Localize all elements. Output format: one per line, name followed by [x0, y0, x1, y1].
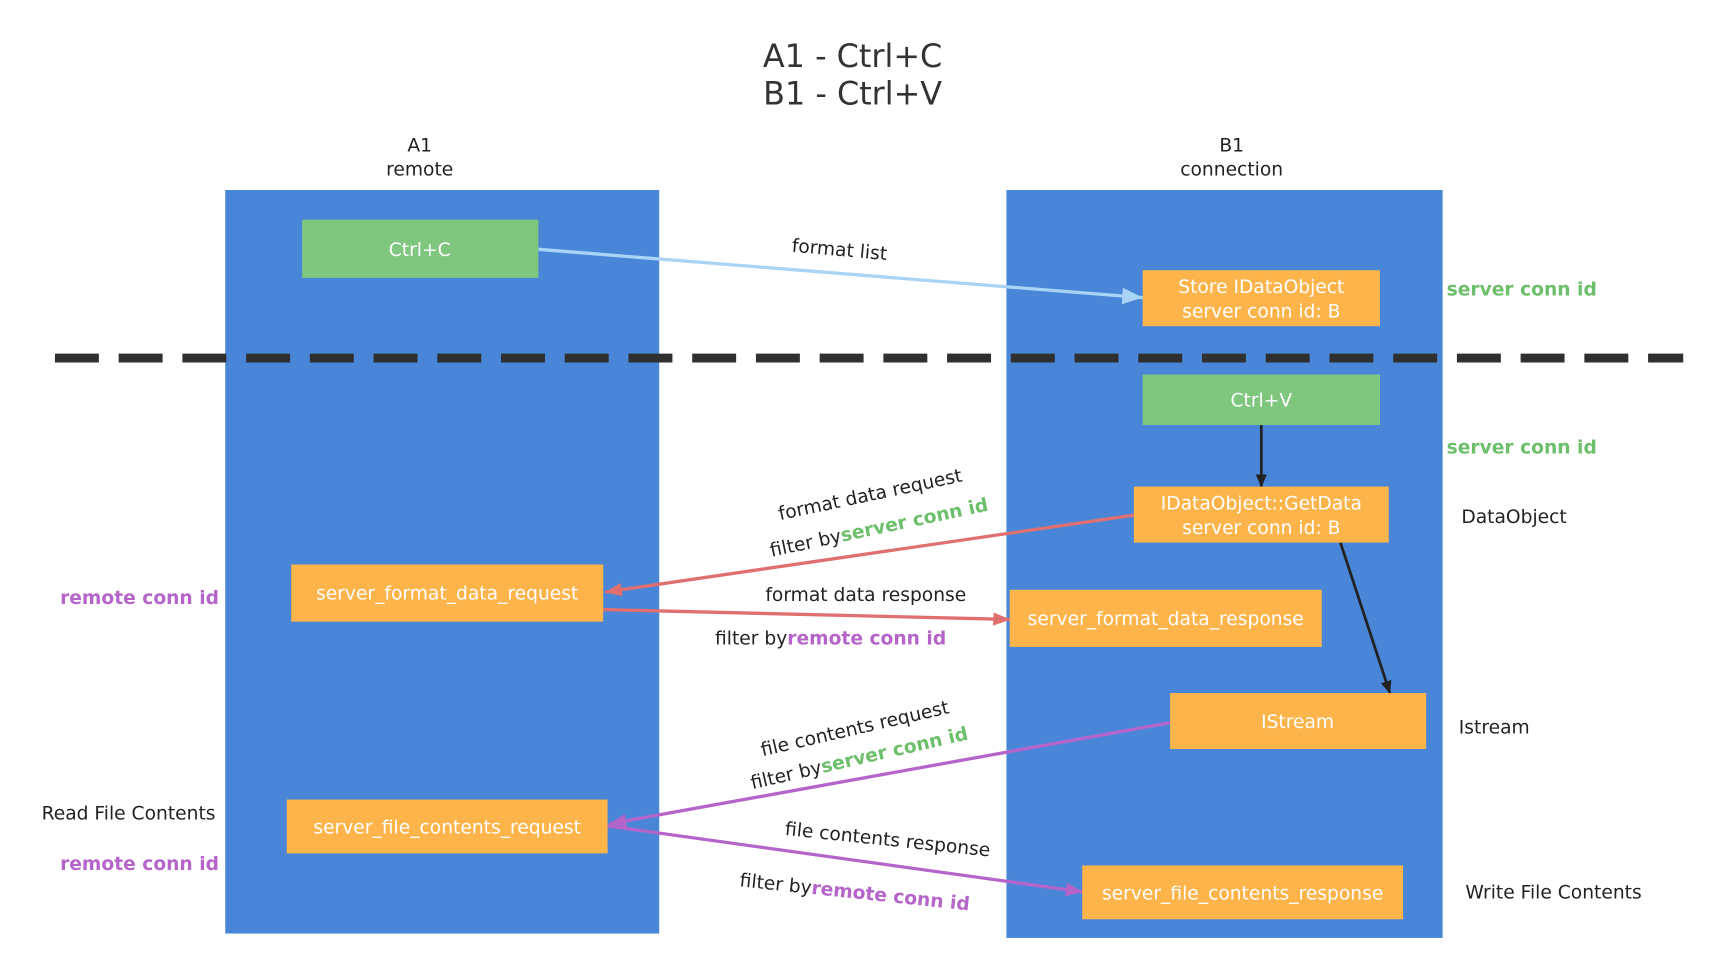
label-format-data-response: format data response	[765, 585, 966, 606]
box-getdata: IDataObject::GetData server conn id: B	[1133, 486, 1389, 543]
lane-b1-name: B1	[1219, 136, 1244, 157]
side-read-file-contents: Read File Contents	[42, 803, 216, 824]
box-format-req-label: server_format_data_request	[316, 584, 578, 605]
box-istream-label: IStream	[1261, 712, 1334, 733]
box-file-resp-label: server_file_contents_response	[1102, 884, 1383, 905]
lane-a1-role: remote	[386, 160, 453, 181]
label-filter-remote-1: filter byremote conn id	[715, 629, 946, 650]
box-getdata-line2: server conn id: B	[1182, 518, 1340, 539]
arrow-file-contents-request	[608, 721, 1171, 828]
side-server-conn-id-2: server conn id	[1447, 438, 1597, 459]
box-format-resp-label: server_format_data_response	[1028, 609, 1304, 630]
lane-b1-role: connection	[1180, 160, 1283, 181]
box-ctrl-v: Ctrl+V	[1142, 374, 1380, 426]
side-write-file-contents: Write File Contents	[1465, 882, 1641, 903]
box-file-contents-request: server_file_contents_request	[286, 799, 608, 854]
arrow-getdata-istream	[1339, 542, 1392, 695]
box-getdata-line1: IDataObject::GetData	[1161, 494, 1362, 515]
side-remote-conn-id-2: remote conn id	[60, 854, 219, 875]
box-file-req-label: server_file_contents_request	[313, 818, 581, 839]
box-ctrl-v-label: Ctrl+V	[1231, 390, 1293, 411]
arrow-format-data-response	[603, 607, 1011, 626]
side-dataobject: DataObject	[1461, 507, 1566, 528]
box-format-data-response: server_format_data_response	[1009, 589, 1322, 647]
side-remote-conn-id-1: remote conn id	[60, 588, 219, 609]
lane-a1-name: A1	[407, 136, 432, 157]
label-format-list: format list	[791, 236, 888, 265]
label-filter-remote-2: filter byremote conn id	[739, 870, 971, 915]
box-store-line1: Store IDataObject	[1178, 277, 1344, 298]
arrow-format-list	[538, 247, 1143, 300]
box-ctrl-c: Ctrl+C	[302, 219, 539, 278]
box-file-contents-response: server_file_contents_response	[1082, 865, 1404, 920]
box-store-line2: server conn id: B	[1182, 301, 1340, 322]
arrow-format-data-request	[604, 513, 1135, 597]
box-format-data-request: server_format_data_request	[291, 564, 604, 622]
box-istream: IStream	[1170, 693, 1427, 750]
side-server-conn-id-1: server conn id	[1447, 279, 1597, 300]
arrow-format-list-head	[1121, 287, 1143, 305]
title-line-1: A1 - Ctrl+C	[763, 37, 942, 75]
box-ctrl-c-label: Ctrl+C	[389, 240, 451, 261]
title-line-2: B1 - Ctrl+V	[763, 74, 942, 112]
box-store-idataobject: Store IDataObject server conn id: B	[1142, 270, 1380, 327]
side-istream: Istream	[1459, 718, 1530, 739]
arrow-file-contents-response	[607, 824, 1084, 897]
